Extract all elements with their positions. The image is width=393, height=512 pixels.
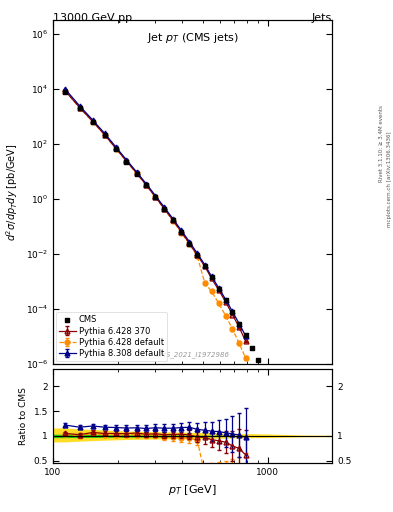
CMS — [62, 88, 68, 96]
CMS — [143, 181, 149, 189]
CMS — [296, 442, 303, 451]
CMS — [222, 296, 229, 304]
Text: mcplots.cern.ch [arXiv:1306.3436]: mcplots.cern.ch [arXiv:1306.3436] — [387, 132, 391, 227]
CMS — [285, 417, 291, 425]
Text: Jet $p_T$ (CMS jets): Jet $p_T$ (CMS jets) — [147, 31, 239, 45]
Text: CMS_2021_I1972986: CMS_2021_I1972986 — [156, 352, 230, 358]
Y-axis label: Ratio to CMS: Ratio to CMS — [19, 387, 28, 445]
Text: Rivet 3.1.10; ≥ 3.4M events: Rivet 3.1.10; ≥ 3.4M events — [379, 105, 384, 182]
CMS — [255, 355, 261, 364]
CMS — [152, 194, 158, 202]
CMS — [261, 368, 268, 376]
X-axis label: $p_T$ [GeV]: $p_T$ [GeV] — [168, 483, 217, 497]
CMS — [267, 380, 274, 388]
CMS — [194, 251, 200, 259]
CMS — [242, 331, 249, 339]
CMS — [170, 217, 176, 225]
CMS — [161, 205, 167, 213]
CMS — [186, 240, 193, 248]
CMS — [202, 262, 208, 270]
CMS — [77, 104, 83, 112]
CMS — [208, 273, 215, 282]
CMS — [291, 430, 297, 438]
CMS — [236, 319, 242, 328]
CMS — [274, 392, 280, 400]
CMS — [229, 308, 235, 316]
CMS — [279, 404, 285, 413]
Legend: CMS, Pythia 6.428 370, Pythia 6.428 default, Pythia 8.308 default: CMS, Pythia 6.428 370, Pythia 6.428 defa… — [55, 312, 167, 361]
CMS — [123, 158, 130, 166]
CMS — [302, 456, 308, 464]
Y-axis label: $d^2\sigma/dp_T dy$ [pb/GeV]: $d^2\sigma/dp_T dy$ [pb/GeV] — [4, 143, 20, 241]
Text: 13000 GeV pp: 13000 GeV pp — [53, 13, 132, 23]
CMS — [133, 169, 140, 178]
Text: Jets: Jets — [312, 13, 332, 23]
CMS — [215, 285, 222, 293]
CMS — [101, 131, 108, 139]
CMS — [112, 144, 119, 153]
CMS — [90, 118, 96, 126]
CMS — [178, 228, 184, 236]
CMS — [249, 344, 255, 352]
